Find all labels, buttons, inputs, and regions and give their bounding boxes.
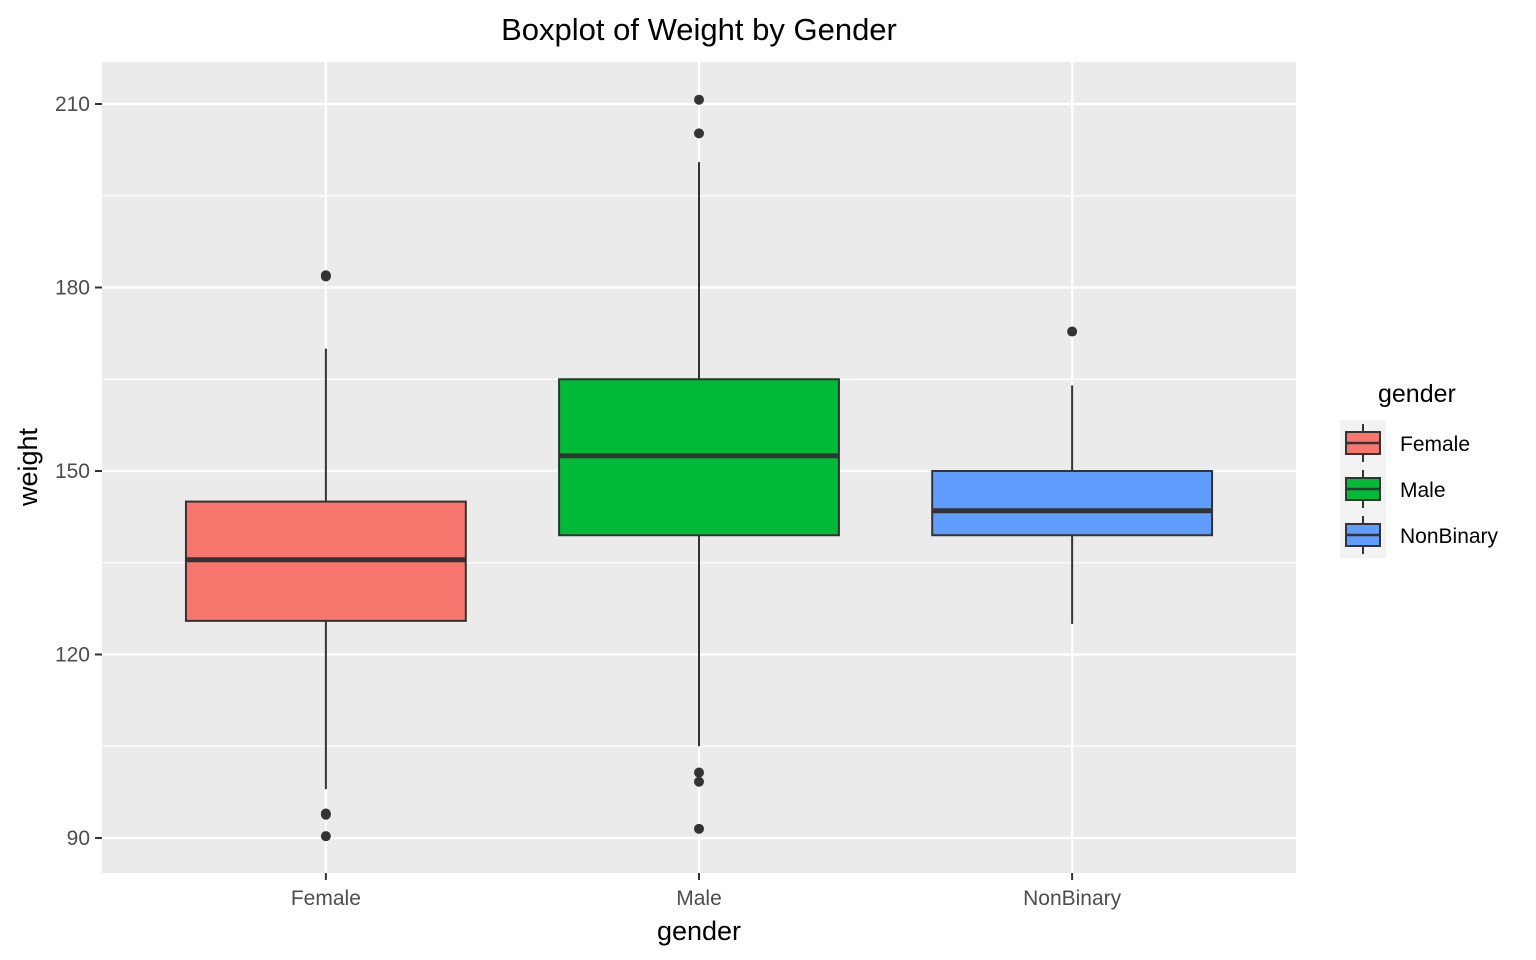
outlier-point [320,809,331,820]
x-tick-label: NonBinary [1023,887,1122,910]
outlier-point [694,776,704,787]
y-tick-label: 210 [55,93,90,116]
outlier-point [320,831,331,842]
outlier-point [694,767,704,778]
box-iqr [931,470,1214,537]
y-tick-label: 90 [67,827,90,850]
legend-item-male: Male [1345,470,1446,508]
y-axis: 90 120 150 180 210 [55,93,102,850]
y-tick-label: 180 [55,277,90,300]
box-nonbinary [931,326,1214,624]
legend-item-nonbinary: NonBinary [1345,516,1499,554]
x-axis-title: gender [657,916,741,946]
legend-item-female: Female [1345,424,1470,462]
box-male [558,94,840,834]
outlier-point [1067,326,1078,337]
boxes [184,94,1214,842]
box-female [184,270,467,842]
outlier-point [694,823,704,834]
outlier-point [320,271,331,282]
y-axis-title: weight [13,427,43,507]
outlier-point [694,128,704,139]
legend: gender Female Male NonBinary [1340,380,1499,558]
chart-title: Boxplot of Weight by Gender [501,12,897,47]
x-tick-label: Female [291,887,361,910]
y-tick-label: 120 [55,644,90,667]
x-tick-label: Male [676,887,722,910]
y-tick-label: 150 [55,460,90,483]
legend-label: Male [1400,479,1446,502]
legend-label: Female [1400,433,1470,456]
outlier-point [694,94,704,105]
x-axis: Female Male NonBinary [291,873,1122,910]
legend-title: gender [1378,380,1456,408]
legend-label: NonBinary [1400,525,1499,548]
